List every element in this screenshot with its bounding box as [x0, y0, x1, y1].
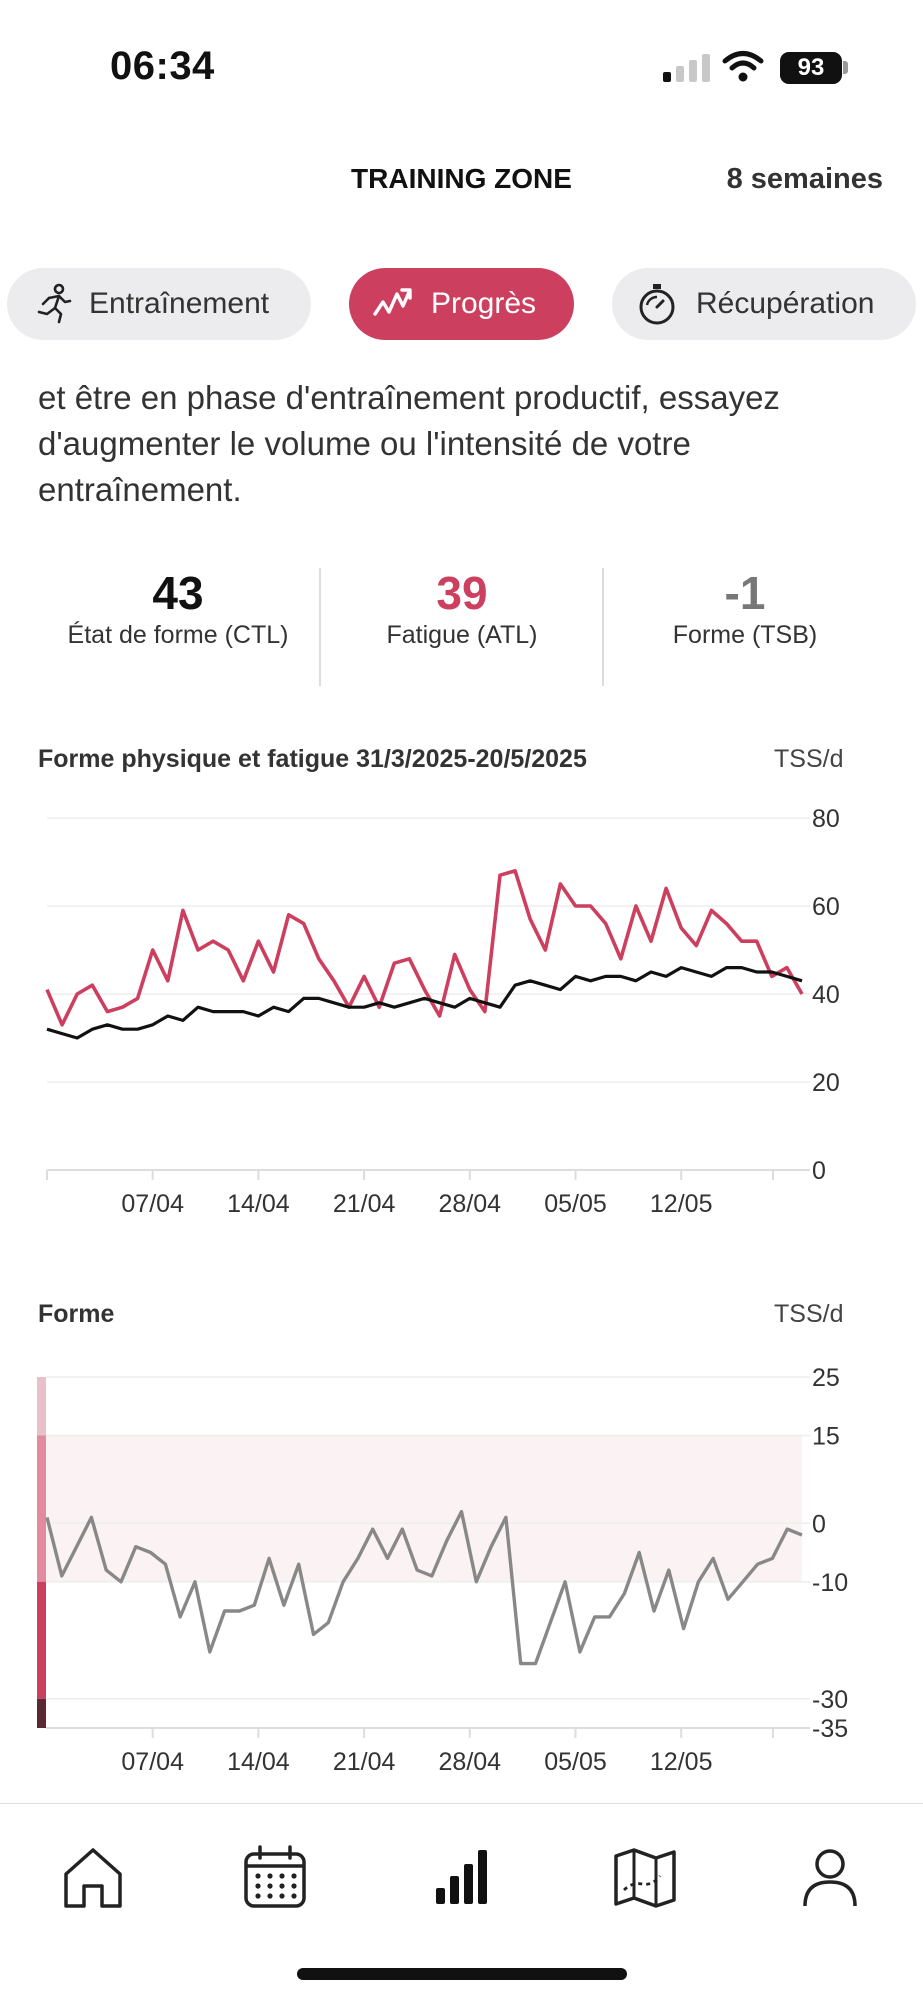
x-tick-label: 07/04: [121, 1748, 184, 1776]
calendar-icon[interactable]: [240, 1842, 310, 1912]
stat-label: État de forme (CTL): [67, 621, 289, 649]
chart-title: Forme: [38, 1300, 115, 1328]
y-tick-label: 15: [812, 1423, 840, 1451]
y-tick-label: 0: [812, 1510, 826, 1538]
form-zone-bar: [37, 1377, 46, 1436]
stat-value: 39: [436, 567, 488, 619]
form-zone-band: [38, 1435, 802, 1582]
stat-label: Fatigue (ATL): [386, 621, 538, 649]
stat-atl: 39 Fatigue (ATL): [322, 565, 602, 650]
stat-value: -1: [724, 567, 766, 619]
signal-icon: [663, 54, 710, 82]
y-tick-label: -10: [812, 1569, 848, 1597]
y-tick-label: -35: [812, 1715, 848, 1743]
fitness-line: [46, 966, 803, 1040]
running-icon: [37, 283, 72, 324]
y-tick-label: 20: [812, 1069, 840, 1097]
profile-icon[interactable]: [795, 1842, 865, 1912]
wifi-icon: [722, 51, 764, 82]
stat-label: Forme (TSB): [672, 621, 818, 649]
battery-tip: [843, 61, 848, 74]
trend-up-icon: [373, 288, 412, 316]
x-tick-label: 05/05: [544, 1190, 607, 1218]
home-icon[interactable]: [58, 1842, 128, 1912]
chart-title: Forme physique et fatigue 31/3/2025-20/5…: [38, 745, 587, 773]
stat-ctl: 43 État de forme (CTL): [38, 565, 318, 650]
tab-label: Progrès: [431, 287, 537, 320]
x-tick-label: 07/04: [121, 1190, 184, 1218]
form-zone-bar: [37, 1581, 46, 1699]
y-tick-label: -30: [812, 1686, 848, 1714]
y-tick-label: 0: [812, 1157, 826, 1185]
form-zone-bar: [37, 1435, 46, 1582]
status-time: 06:34: [110, 44, 215, 88]
x-tick-label: 28/04: [439, 1748, 502, 1776]
form-line: [45, 1509, 803, 1666]
stat-value: 43: [152, 567, 204, 619]
form-chart: 25 15 0 -10 -30-35 07/04 14/04 21/04 28/04 05/05 1…: [37, 1364, 848, 1776]
tab-progres[interactable]: Progrès: [349, 268, 574, 340]
x-tick-label: 12/05: [650, 1748, 713, 1776]
tab-label: Récupération: [696, 287, 875, 320]
chart-unit: TSS/d: [774, 745, 844, 773]
map-icon[interactable]: [610, 1842, 680, 1912]
page-title: TRAINING ZONE: [351, 163, 572, 194]
fatigue-line: [45, 869, 804, 1027]
x-tick-label: 14/04: [227, 1748, 290, 1776]
y-tick-label: 60: [812, 893, 840, 921]
period-selector[interactable]: 8 semaines: [726, 163, 883, 195]
progress-description: et être en phase d'entraînement producti…: [38, 379, 780, 508]
chart-unit: TSS/d: [774, 1300, 844, 1328]
fitness-fatigue-chart: 80 60 40 20 0 07/04 14/04 21/04 28/04 05/05 12/05: [45, 805, 840, 1218]
stat-tsb: -1 Forme (TSB): [605, 565, 885, 650]
y-tick-label: 40: [812, 981, 840, 1009]
x-tick-label: 14/04: [227, 1190, 290, 1218]
tab-recuperation[interactable]: Récupération: [612, 268, 916, 340]
stat-divider: [319, 568, 321, 686]
tab-entrainement[interactable]: Entraînement: [7, 268, 311, 340]
form-zone-bar: [37, 1698, 46, 1728]
stats-icon[interactable]: [426, 1842, 496, 1912]
x-tick-label: 05/05: [544, 1748, 607, 1776]
y-tick-label: 25: [812, 1364, 840, 1392]
battery-icon: 93: [780, 52, 842, 84]
stat-divider: [602, 568, 604, 686]
x-tick-label: 21/04: [333, 1748, 396, 1776]
stopwatch-icon: [639, 284, 675, 325]
tab-label: Entraînement: [89, 287, 270, 320]
x-tick-label: 21/04: [333, 1190, 396, 1218]
x-tick-label: 28/04: [439, 1190, 502, 1218]
home-indicator: [297, 1968, 627, 1980]
y-tick-label: 80: [812, 805, 840, 833]
x-tick-label: 12/05: [650, 1190, 713, 1218]
